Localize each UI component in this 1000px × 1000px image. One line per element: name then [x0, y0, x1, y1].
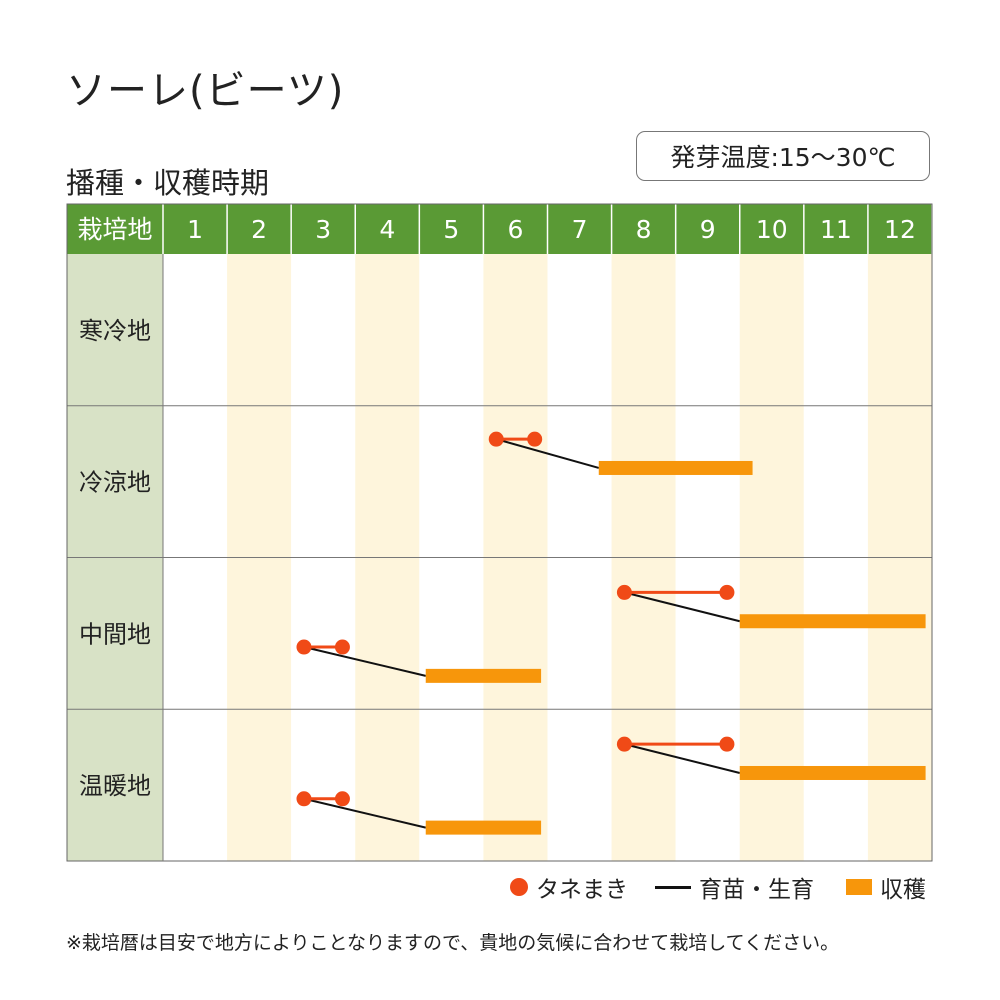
harvest-bar: [739, 765, 926, 780]
region-label: 冷涼地: [79, 469, 151, 497]
harvest-bar: [425, 668, 542, 683]
seedling-line: [303, 797, 426, 829]
black-line-icon: [655, 885, 691, 889]
month-label-4: 4: [379, 215, 395, 244]
sowing-start-dot: [488, 431, 504, 447]
header-band: [67, 204, 932, 254]
region-label: 温暖地: [79, 772, 151, 800]
sowing-start-dot: [616, 584, 632, 600]
header-label: 栽培地: [77, 215, 152, 244]
seedling-line: [495, 438, 600, 469]
legend-item-seedling: 育苗・生育: [655, 870, 814, 904]
orange-bar-icon: [846, 879, 872, 895]
sowing-end-dot: [719, 584, 735, 600]
harvest-bar: [598, 460, 753, 475]
month-label-11: 11: [820, 215, 852, 244]
month-label-2: 2: [251, 215, 267, 244]
seedling-line: [303, 646, 426, 677]
table-frame: [66, 203, 933, 862]
legend-item-sowing: タネまき: [510, 870, 628, 904]
seedling-line: [624, 591, 740, 623]
legend-label-sowing: タネまき: [536, 877, 628, 903]
month-label-7: 7: [572, 215, 588, 244]
footnote: ※栽培暦は目安で地方によりことなりますので、貴地の気候に合わせて栽培してください…: [66, 932, 840, 954]
region-label: 中間地: [79, 620, 151, 648]
month-label-12: 12: [884, 215, 916, 244]
month-label-6: 6: [508, 215, 524, 244]
harvest-bar: [425, 820, 542, 835]
page-title: ソーレ(ビーツ): [66, 68, 345, 114]
legend-label-seedling: 育苗・生育: [699, 877, 814, 903]
red-dot-icon: [510, 878, 528, 896]
sowing-start-dot: [296, 791, 312, 807]
month-label-8: 8: [636, 215, 652, 244]
sowing-end-dot: [334, 639, 350, 655]
seedling-line: [624, 743, 740, 774]
sowing-start-dot: [296, 639, 312, 655]
sowing-end-dot: [719, 736, 735, 752]
month-label-10: 10: [756, 215, 788, 244]
sowing-end-dot: [527, 431, 543, 447]
month-label-9: 9: [700, 215, 716, 244]
legend-label-harvest: 収穫: [880, 877, 926, 903]
harvest-bar: [739, 614, 926, 629]
legend-item-harvest: 収穫: [846, 870, 926, 904]
sowing-start-dot: [616, 736, 632, 752]
region-label: 寒冷地: [79, 317, 151, 345]
chart-legend: タネまき 育苗・生育 収穫: [500, 870, 932, 904]
month-label-5: 5: [443, 215, 459, 244]
month-label-1: 1: [187, 215, 203, 244]
germination-temperature-badge: 発芽温度:15〜30℃: [636, 131, 930, 181]
sowing-end-dot: [334, 791, 350, 807]
month-label-3: 3: [315, 215, 331, 244]
chart-subtitle: 播種・収穫時期: [66, 166, 270, 200]
